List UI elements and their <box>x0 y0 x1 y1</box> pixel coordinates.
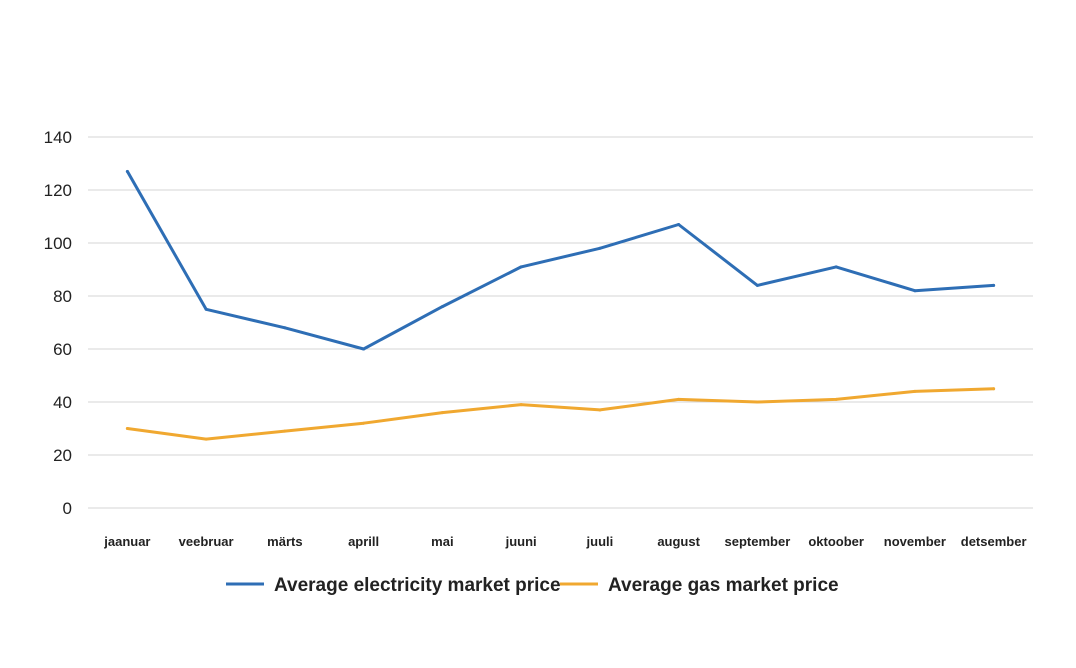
x-tick-label: detsember <box>961 534 1027 549</box>
legend-item: Average electricity market price <box>226 575 561 596</box>
x-tick-label: juuni <box>505 534 537 549</box>
y-tick-label: 100 <box>44 234 72 253</box>
series-electricity <box>125 169 996 351</box>
x-tick-label: november <box>884 534 946 549</box>
y-tick-label: 80 <box>53 287 72 306</box>
data-point <box>598 408 602 412</box>
data-point <box>204 437 208 441</box>
y-tick-label: 0 <box>63 499 72 518</box>
data-point <box>519 265 523 269</box>
x-tick-label: aprill <box>348 534 379 549</box>
data-point <box>755 400 759 404</box>
legend-item: Average gas market price <box>560 575 839 596</box>
y-tick-label: 140 <box>44 128 72 147</box>
data-point <box>283 429 287 433</box>
series-line <box>125 387 996 441</box>
data-point <box>204 307 208 311</box>
x-tick-label: august <box>657 534 700 549</box>
data-point <box>834 265 838 269</box>
x-tick-label: oktoober <box>808 534 864 549</box>
series-line <box>125 169 996 351</box>
gridlines <box>88 136 1033 509</box>
x-tick-label: veebruar <box>179 534 234 549</box>
series-lines <box>125 169 996 441</box>
data-point <box>755 283 759 287</box>
x-tick-label: september <box>725 534 791 549</box>
data-point <box>362 347 366 351</box>
data-point <box>125 427 129 430</box>
y-tick-label: 20 <box>53 446 72 465</box>
legend: Average electricity market price Average … <box>226 575 839 596</box>
y-tick-label: 40 <box>53 393 72 412</box>
data-point <box>677 222 681 226</box>
data-point <box>362 421 366 425</box>
legend-label: Average gas market price <box>608 575 839 596</box>
legend-label: Average electricity market price <box>274 575 561 596</box>
data-point <box>834 397 838 401</box>
data-point <box>598 246 602 250</box>
x-tick-label: juuli <box>586 534 614 549</box>
data-point <box>992 283 996 287</box>
data-point <box>677 397 681 401</box>
data-point <box>440 305 444 309</box>
x-axis-ticks: jaanuar veebruar märts aprill mai juuni juuli a… <box>103 534 1026 549</box>
y-tick-label: 120 <box>44 181 72 200</box>
x-tick-label: märts <box>267 534 302 549</box>
x-tick-label: mai <box>431 534 453 549</box>
data-point <box>440 411 444 415</box>
data-point <box>913 389 917 393</box>
x-tick-label: jaanuar <box>103 534 150 549</box>
series-gas <box>125 387 996 441</box>
data-point <box>519 403 523 407</box>
data-point <box>283 326 287 330</box>
y-axis-ticks: 0 20 40 60 80 100 120 140 <box>44 128 72 518</box>
data-point <box>913 289 917 293</box>
data-point <box>125 169 129 173</box>
data-point <box>992 387 996 391</box>
y-tick-label: 60 <box>53 340 72 359</box>
